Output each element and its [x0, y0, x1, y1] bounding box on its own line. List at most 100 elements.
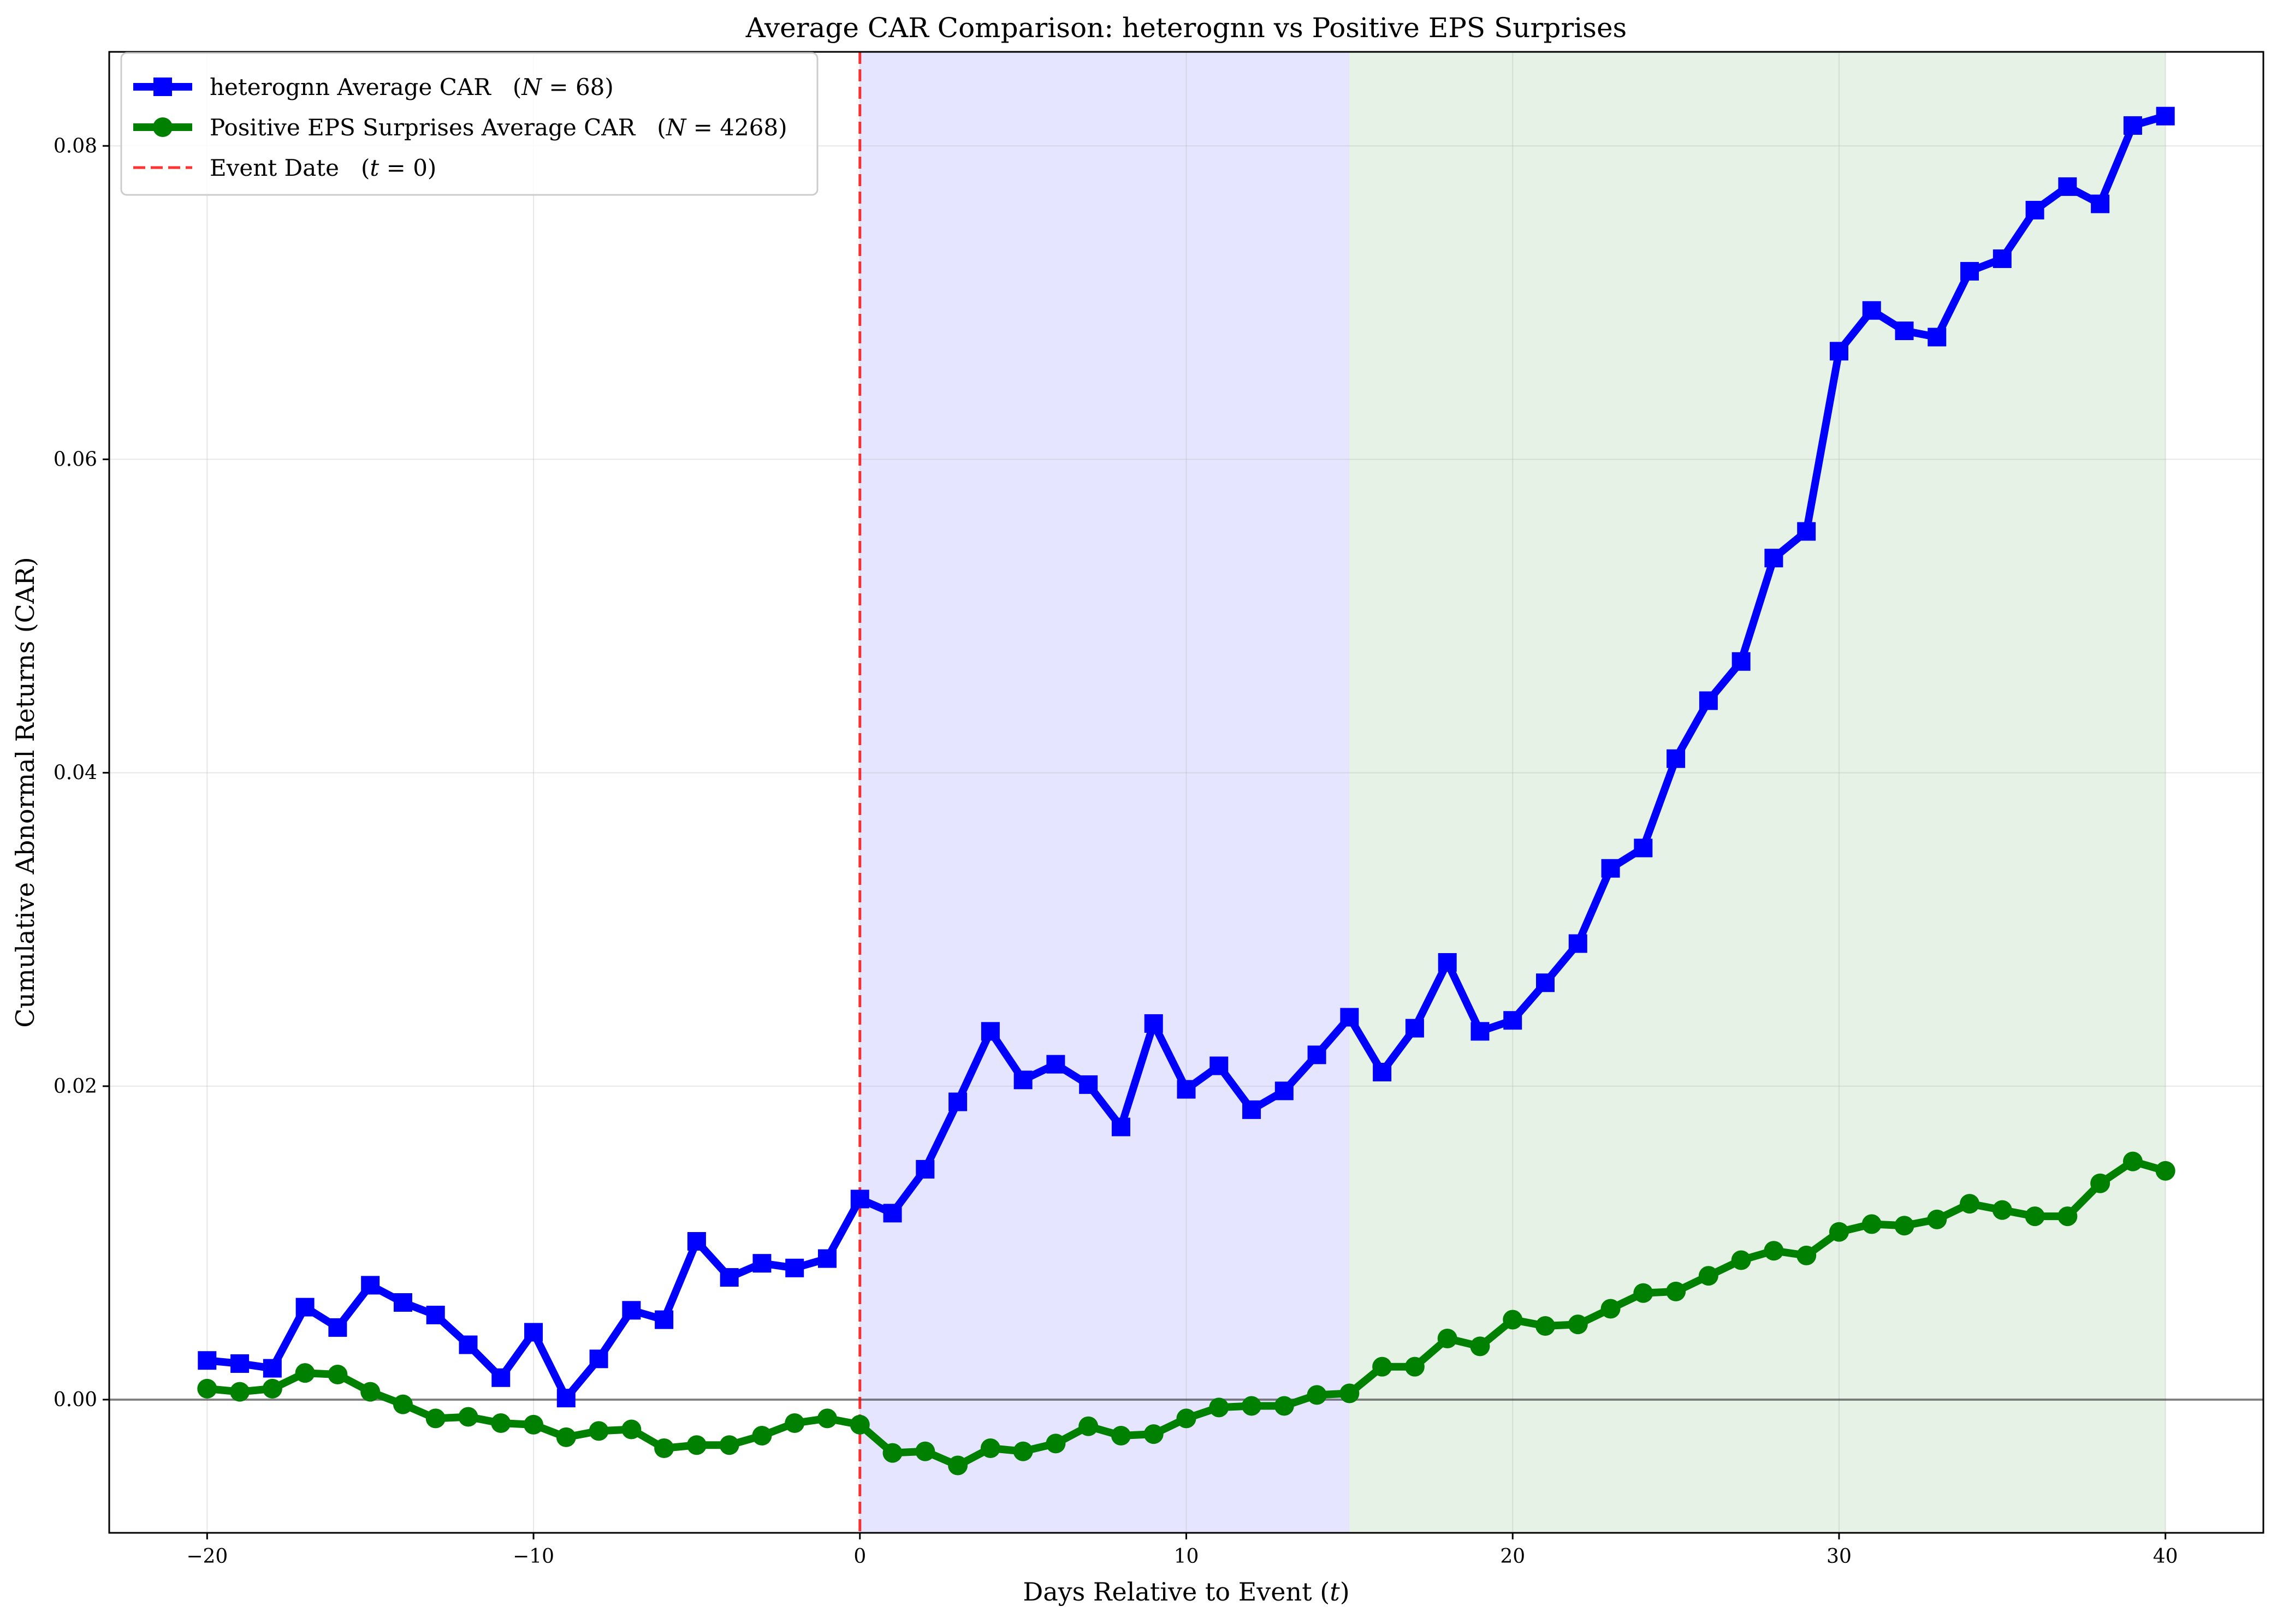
heterognn-point [556, 1389, 576, 1408]
positive-eps-point [1242, 1396, 1262, 1416]
heterognn-point [198, 1351, 217, 1370]
positive-eps-point [948, 1455, 968, 1476]
heterognn-point [1340, 1008, 1359, 1027]
heterognn-point [295, 1298, 315, 1317]
heterognn-point [1209, 1056, 1229, 1075]
heterognn-point [850, 1189, 869, 1209]
positive-eps-point [1404, 1357, 1425, 1377]
heterognn-point [720, 1268, 739, 1287]
positive-eps-point [1143, 1424, 1164, 1444]
positive-eps-point [524, 1414, 544, 1435]
x-tick-label: 0 [853, 1545, 866, 1568]
heterognn-point [491, 1368, 511, 1387]
positive-eps-point [328, 1365, 348, 1385]
positive-eps-point [850, 1414, 870, 1435]
heterognn-point [2156, 106, 2175, 126]
legend-entry-label: Positive EPS Surprises Average CAR (N = … [210, 114, 787, 141]
shaded-region-0 [859, 52, 1350, 1533]
heterognn-point [1829, 342, 1848, 361]
heterognn-point [1111, 1117, 1130, 1137]
heterognn-point [589, 1349, 608, 1369]
heterognn-point [1797, 522, 1816, 541]
positive-eps-point [589, 1421, 609, 1441]
positive-eps-point [2155, 1161, 2175, 1181]
positive-eps-point [1829, 1222, 1849, 1242]
heterognn-point [1699, 691, 1718, 710]
positive-eps-point [2025, 1206, 2045, 1227]
heterognn-point [1536, 973, 1555, 992]
positive-eps-point [654, 1438, 674, 1458]
y-axis-label: Cumulative Abnormal Returns (CAR) [10, 557, 40, 1027]
heterognn-point [230, 1354, 250, 1373]
positive-eps-point [1437, 1329, 1457, 1349]
positive-eps-point [1796, 1245, 1817, 1265]
positive-eps-point [1894, 1216, 1914, 1236]
heterognn-point [1405, 1019, 1424, 1038]
x-tick-label: 20 [1500, 1545, 1525, 1568]
legend-entry-label: Event Date (t = 0) [210, 154, 436, 181]
heterognn-point [1438, 953, 1457, 972]
positive-eps-point [1600, 1299, 1621, 1319]
heterognn-point [1732, 652, 1751, 671]
y-tick-label: 0.08 [54, 135, 97, 157]
positive-eps-point [1698, 1266, 1718, 1286]
y-tick-label: 0.04 [54, 762, 97, 784]
positive-eps-point [1927, 1209, 1947, 1229]
positive-eps-point [1960, 1194, 1980, 1214]
positive-eps-point [719, 1435, 739, 1455]
heterognn-point [1895, 322, 1914, 341]
heterognn-point [1928, 328, 1947, 347]
positive-eps-point [1633, 1283, 1653, 1303]
heterognn-point [2123, 116, 2142, 135]
heterognn-point [655, 1310, 674, 1329]
positive-eps-point [1568, 1314, 1588, 1335]
heterognn-point [785, 1258, 804, 1277]
x-tick-label: 40 [2153, 1545, 2178, 1568]
positive-eps-point [1731, 1250, 1751, 1270]
positive-eps-point [1992, 1200, 2012, 1220]
positive-eps-point [1666, 1281, 1686, 1301]
heterognn-point [622, 1301, 641, 1320]
positive-eps-point [295, 1363, 315, 1383]
shaded-region-1 [1349, 52, 2166, 1533]
heterognn-point [1960, 261, 1979, 281]
positive-eps-point [197, 1378, 217, 1399]
heterognn-point [393, 1293, 412, 1312]
heterognn-point [361, 1276, 380, 1295]
x-tick-label: −20 [186, 1545, 228, 1568]
chart-title: Average CAR Comparison: heterognn vs Pos… [745, 12, 1627, 44]
heterognn-point [1307, 1045, 1326, 1064]
heterognn-point [1144, 1014, 1163, 1033]
heterognn-point [1667, 749, 1686, 768]
heterognn-point [1013, 1070, 1033, 1090]
heterognn-point [328, 1318, 347, 1337]
positive-eps-point [752, 1426, 772, 1446]
positive-eps-point [1861, 1214, 1882, 1234]
positive-eps-point [2122, 1151, 2143, 1171]
heterognn-point [1601, 859, 1620, 878]
heterognn-point [752, 1254, 772, 1273]
heterognn-point [1568, 934, 1587, 953]
x-axis-label: Days Relative to Event (t) [1023, 1577, 1349, 1607]
heterognn-point [1503, 1011, 1522, 1030]
positive-eps-point [1503, 1310, 1523, 1330]
positive-eps-point [2090, 1173, 2110, 1193]
positive-eps-point [425, 1408, 446, 1429]
heterognn-point [459, 1335, 478, 1354]
positive-eps-point [686, 1435, 707, 1455]
heterognn-point [263, 1359, 282, 1378]
positive-eps-point [1470, 1336, 1490, 1357]
positive-eps-point [491, 1413, 511, 1433]
heterognn-point [687, 1232, 706, 1251]
x-tick-label: 10 [1174, 1545, 1199, 1568]
x-tick-label: −10 [513, 1545, 554, 1568]
heterognn-point [2058, 177, 2077, 196]
positive-eps-point [621, 1419, 642, 1439]
heterognn-point [1079, 1075, 1098, 1094]
heterognn-point [818, 1249, 837, 1268]
y-tick-label: 0.02 [54, 1075, 97, 1098]
positive-eps-point [980, 1438, 1000, 1458]
heterognn-point [1274, 1081, 1294, 1100]
positive-eps-point [393, 1394, 413, 1414]
